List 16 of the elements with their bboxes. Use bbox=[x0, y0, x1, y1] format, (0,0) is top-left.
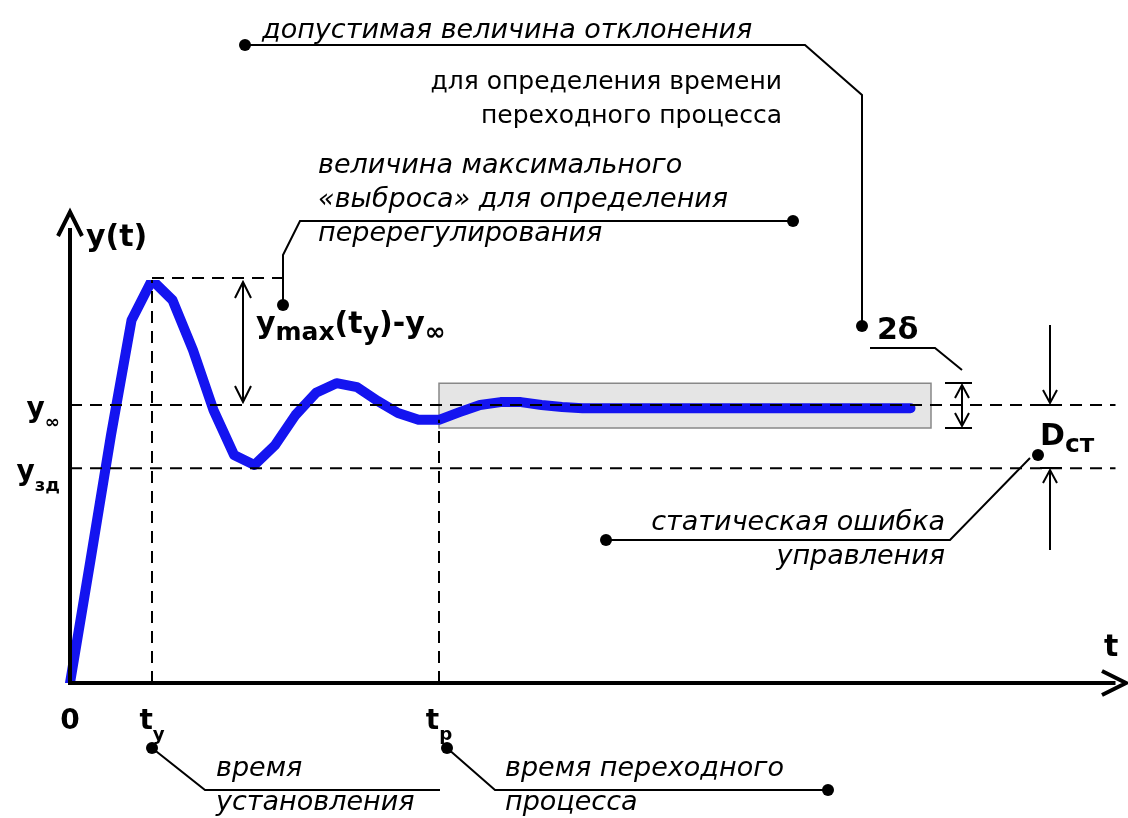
x-tick-label: 0 bbox=[60, 703, 80, 736]
x-tick-label: t$_{у}$ bbox=[139, 703, 165, 744]
annotation: статическая ошибка управления bbox=[650, 504, 945, 572]
text: для определения времени переходного процесса bbox=[429, 65, 782, 131]
text: величина максимального «выброса» для определения перерегулирования bbox=[318, 147, 730, 249]
ref-line-label: y$_{∞}$ bbox=[26, 390, 60, 432]
x-axis-title: t bbox=[1104, 628, 1119, 663]
y-axis-title: y(t) bbox=[86, 218, 148, 253]
ref-line-label: y$_{зд}$ bbox=[16, 454, 60, 495]
x-tick-label: t$_{р}$ bbox=[425, 703, 453, 744]
text: допустимая величина отклонения bbox=[262, 12, 754, 46]
annotation: y$_{max}$(t$_{у}$)-y$_{∞}$ bbox=[256, 305, 447, 348]
text: время переходного процесса bbox=[505, 750, 785, 818]
annotation: D$_{ст}$ bbox=[1040, 417, 1096, 460]
text: время установления bbox=[216, 750, 416, 818]
annotation: 2δ bbox=[877, 311, 920, 346]
